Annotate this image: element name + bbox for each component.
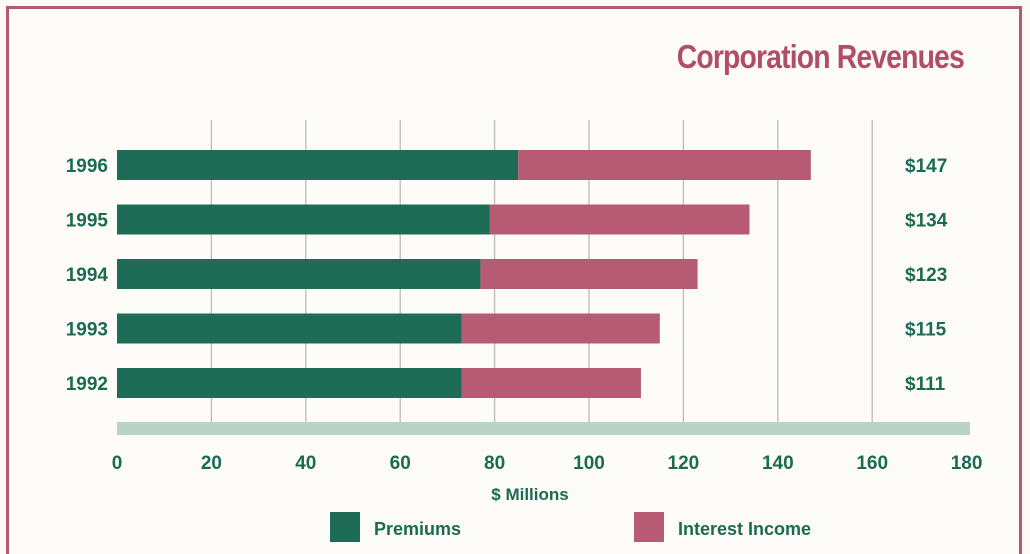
legend-label: Interest Income [678,519,811,539]
x-tick-label: 80 [484,453,505,474]
x-tick-label: 60 [390,453,411,474]
bar-interest-income [518,150,811,180]
category-label: 1992 [66,374,108,395]
bar-interest-income [480,259,698,289]
total-label: $134 [905,211,948,232]
x-tick-label: 180 [951,453,983,474]
legend-swatch-premiums [330,512,360,542]
x-tick-label: 140 [762,453,794,474]
bar-premiums [117,368,462,398]
bar-premiums [117,259,481,289]
bar-interest-income [461,368,641,398]
chart-title: Corporation Revenues [676,38,965,75]
x-tick-label: 20 [201,453,222,474]
total-label: $115 [905,320,947,341]
x-tick-label: 100 [573,453,605,474]
category-label: 1994 [66,265,109,286]
legend-label: Premiums [374,519,461,539]
x-axis-band [117,422,970,435]
total-label: $123 [905,265,947,286]
total-label: $111 [905,374,946,395]
legend-swatch-interest-income [634,512,664,542]
category-label: 1996 [66,156,108,177]
x-tick-label: 0 [112,453,123,474]
bar-interest-income [461,313,660,344]
bar-premiums [117,150,519,180]
x-tick-label: 160 [856,453,888,474]
x-tick-label: 40 [295,453,316,474]
x-tick-label: 120 [668,453,700,474]
bar-premiums [117,313,462,344]
total-label: $147 [905,156,947,177]
bar-premiums [117,204,490,235]
x-axis-label: $ Millions [491,485,568,504]
bar-interest-income [489,204,750,235]
category-label: 1993 [66,320,108,341]
category-label: 1995 [66,211,109,232]
